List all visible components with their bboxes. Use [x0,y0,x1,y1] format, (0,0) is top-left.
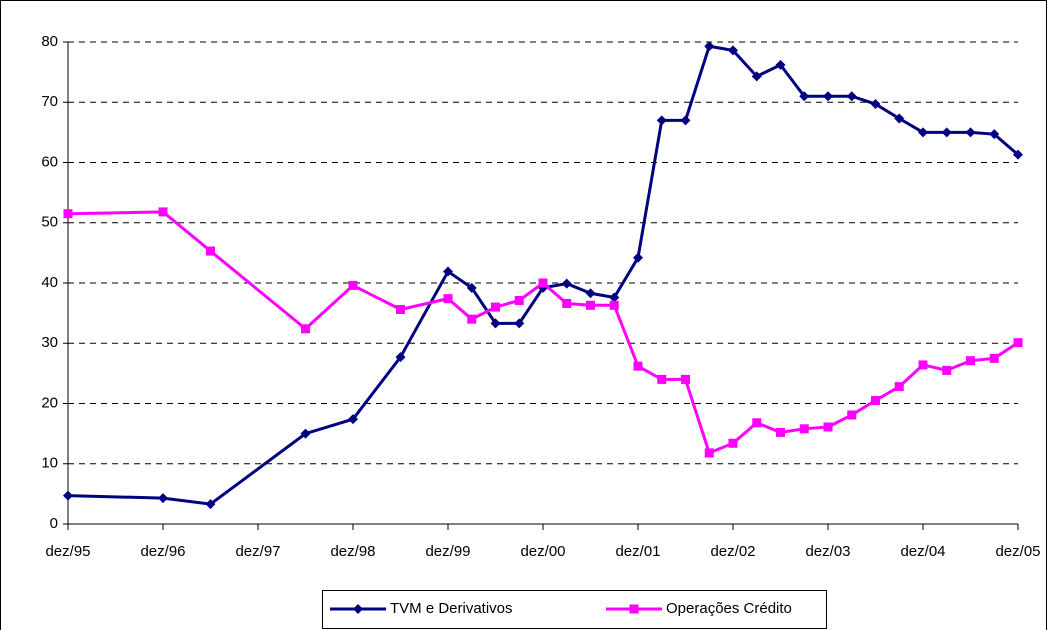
data-point [300,428,311,439]
data-point [1013,149,1023,160]
data-point [846,91,857,102]
data-point [704,448,714,458]
y-tick-label: 0 [50,515,58,532]
data-point [799,424,809,434]
data-point [443,266,453,277]
x-tick-label: dez/05 [995,543,1040,560]
y-tick-label: 60 [41,153,58,170]
data-point [348,414,358,425]
data-point [656,115,667,126]
data-point [894,382,904,392]
y-tick-label: 10 [41,455,58,472]
data-point [63,490,73,501]
data-point [751,71,762,82]
data-point [158,207,168,217]
data-point [562,298,572,308]
y-tick-label: 80 [41,33,58,50]
data-point [443,294,453,304]
data-point [395,352,406,363]
data-point [158,493,168,504]
x-tick-label: dez/97 [235,543,280,560]
x-tick-label: dez/99 [425,543,470,560]
data-point [657,374,667,384]
data-point [491,302,500,312]
data-point [870,99,881,110]
x-tick-label: dez/00 [520,543,565,560]
y-tick-label: 50 [41,214,58,231]
data-point [586,300,595,310]
data-point [704,41,715,52]
data-point [823,91,833,102]
data-point [752,418,762,428]
data-point [966,356,975,366]
data-point [918,127,928,138]
x-tick-label: dez/98 [330,543,375,560]
data-point [206,246,215,256]
legend-marker [629,604,639,614]
x-tick-label: dez/04 [900,543,945,560]
legend-label: Operações Crédito [666,600,792,617]
data-point [348,280,358,290]
data-point [823,422,833,432]
data-point [681,374,690,384]
data-point [514,295,524,305]
data-point [942,365,952,375]
y-tick-label: 20 [41,394,58,411]
data-point [989,353,999,363]
data-point [633,361,643,371]
x-tick-label: dez/01 [615,543,660,560]
data-point [396,305,405,315]
data-point [585,288,596,299]
data-point [728,45,738,56]
data-point [538,278,548,288]
data-point [63,209,73,219]
data-point [989,129,1000,140]
data-point [965,127,976,138]
y-tick-label: 30 [41,334,58,351]
data-point [561,278,572,289]
legend-box [322,590,827,629]
x-tick-label: dez/96 [140,543,185,560]
data-point [680,115,691,126]
legend-marker [353,604,363,614]
data-point [514,318,525,329]
data-point [799,91,810,102]
data-point [633,252,643,263]
x-tick-label: dez/03 [805,543,850,560]
data-point [894,113,905,124]
data-point [466,282,477,293]
data-point [1013,338,1023,348]
data-point [490,318,501,329]
x-tick-label: dez/02 [710,543,755,560]
data-point [301,324,310,334]
data-point [775,59,786,70]
data-point [609,292,620,303]
y-tick-label: 70 [41,93,58,110]
data-point [609,300,619,310]
legend-label: TVM e Derivativos [390,600,513,617]
x-tick-label: dez/95 [45,543,90,560]
data-point [871,395,880,405]
data-point [728,438,738,448]
y-tick-label: 40 [41,274,58,291]
data-point [467,314,477,324]
data-point [776,427,785,437]
data-point [847,410,857,420]
data-point [941,127,952,138]
data-point [205,499,216,510]
data-point [918,360,928,370]
